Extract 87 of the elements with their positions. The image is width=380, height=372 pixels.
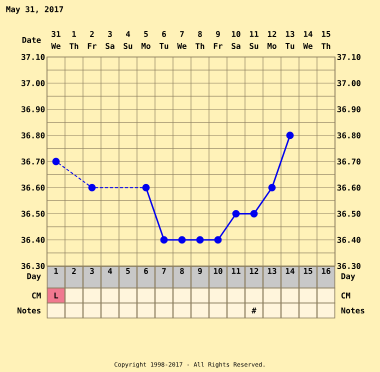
text: 12 [268, 31, 276, 37]
y-tick-label: 36.80 [22, 132, 45, 138]
point [232, 210, 240, 218]
text: Su [124, 42, 132, 50]
x-tick-label: 2 [72, 268, 76, 274]
x-tick-label: 14 [286, 268, 294, 274]
chart-title: May 31, 2017 [6, 6, 64, 14]
point [178, 236, 186, 244]
text: 10 [232, 30, 240, 38]
x-tick-label: 3 [90, 268, 94, 274]
text: 4 [126, 31, 130, 37]
text: Th [196, 42, 204, 50]
text: CM [341, 292, 350, 299]
y2-tick-label: 36.60 [337, 184, 360, 191]
x-tick-label: 8 [180, 268, 184, 274]
text: Notes [18, 308, 40, 314]
text: Sa [232, 42, 240, 50]
text: 7 [180, 31, 184, 37]
text: 15 [322, 31, 330, 37]
text: Th [70, 42, 78, 50]
x-tick-label: 1 [54, 268, 58, 274]
x-tick-label: 13 [268, 268, 276, 274]
y2-tick-label: 36.90 [337, 106, 360, 112]
point [214, 236, 222, 244]
text: Mo [142, 43, 150, 49]
text: Fr [214, 43, 223, 49]
text: We [51, 43, 60, 49]
text: 31 [52, 30, 60, 38]
text: 5 [144, 31, 148, 37]
text: Su [250, 42, 258, 50]
text: Tu [286, 43, 294, 49]
x-tick-label: 5 [126, 268, 130, 274]
point [52, 158, 60, 166]
x-tick-label: 10 [214, 268, 222, 274]
x-tick-label: 6 [144, 268, 148, 274]
text: 8 [198, 30, 202, 38]
x-tick-label: 12 [250, 268, 258, 274]
point [196, 236, 204, 244]
x-tick-label: 16 [322, 268, 330, 274]
y2-tick-label: 36.70 [337, 158, 360, 165]
text: 11 [250, 31, 258, 37]
text: CM [32, 292, 41, 299]
y2-tick-label: 37.00 [337, 80, 360, 86]
x-tick-label: 4 [108, 268, 112, 274]
x-tick-label: 15 [304, 268, 312, 274]
text: 3 [108, 30, 112, 38]
y2-tick-label: 36.50 [337, 210, 360, 217]
text: Day [341, 273, 356, 281]
y2-tick-label: 36.30 [337, 262, 360, 270]
text: Notes [341, 308, 364, 314]
point [268, 184, 276, 192]
y2-tick-label: 37.10 [337, 54, 360, 60]
text: Fr [88, 43, 96, 49]
text: Date [22, 37, 41, 43]
point [142, 184, 150, 192]
y-tick-label: 37.10 [22, 54, 45, 60]
y-tick-label: 36.70 [22, 158, 45, 165]
x-tick-label: 9 [198, 268, 202, 274]
y-tick-label: 36.30 [22, 262, 45, 270]
text: L [54, 292, 58, 298]
y-tick-label: 36.90 [22, 106, 45, 112]
point [250, 210, 258, 218]
text: 13 [286, 30, 294, 38]
text: 14 [304, 31, 312, 37]
y-tick-label: 36.60 [22, 184, 45, 191]
point [286, 132, 294, 140]
text: We [303, 43, 312, 49]
text: 2 [90, 31, 94, 37]
y2-tick-label: 36.80 [337, 132, 360, 138]
text: 9 [216, 30, 220, 38]
y-tick-label: 36.40 [22, 236, 45, 243]
y-tick-label: 37.00 [22, 80, 45, 86]
x-tick-label: 7 [162, 268, 166, 274]
y-tick-label: 36.50 [22, 210, 45, 217]
point [88, 184, 96, 192]
y2-tick-label: 36.40 [337, 236, 360, 243]
text: 1 [72, 31, 76, 37]
text: Th [322, 42, 330, 50]
text: # [252, 308, 256, 314]
point [160, 236, 168, 244]
text: We [177, 43, 186, 49]
text: Tu [160, 43, 168, 49]
text: 6 [162, 30, 166, 38]
text: Mo [268, 43, 276, 49]
x-tick-label: 11 [232, 268, 240, 274]
text: Sa [106, 42, 114, 50]
x-axis-title: Day [27, 273, 41, 281]
